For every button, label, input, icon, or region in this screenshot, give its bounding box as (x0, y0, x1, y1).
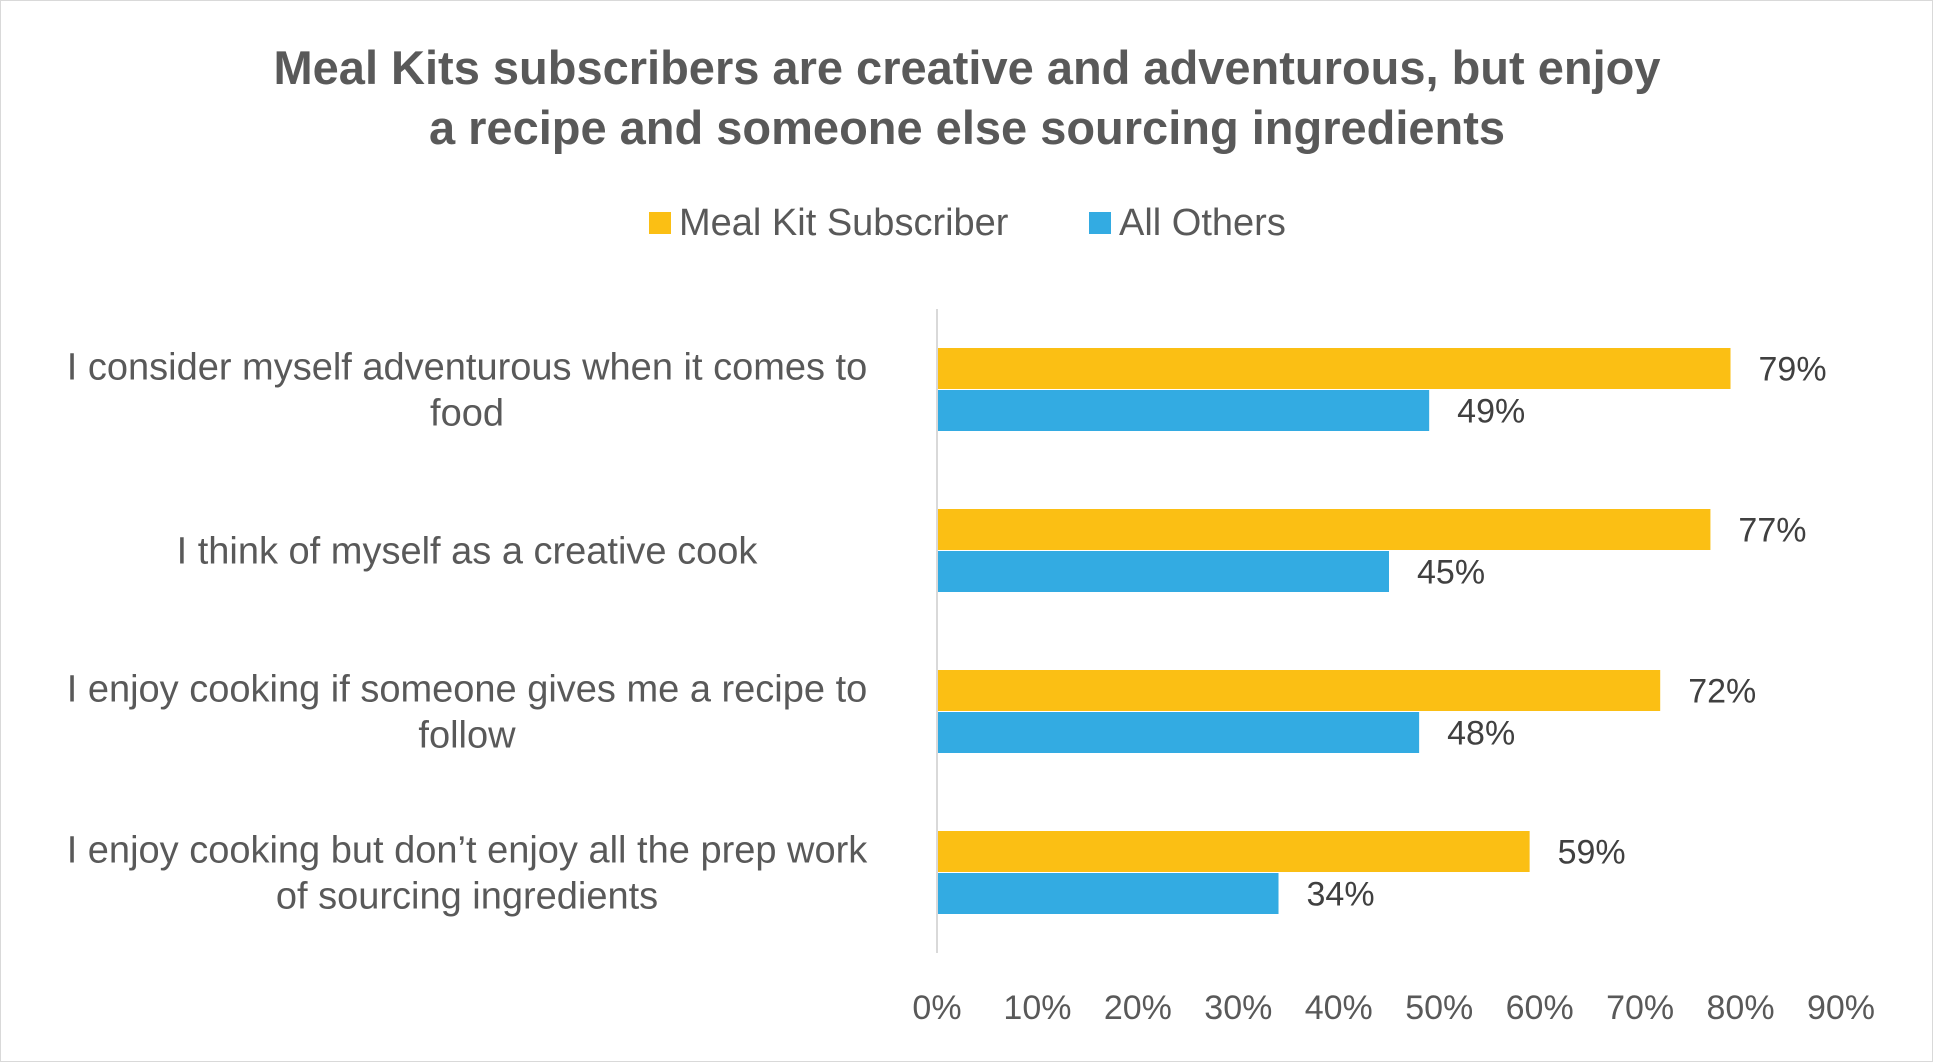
category-label-1-line-1: I consider myself adventurous when it co… (67, 347, 868, 389)
category-label-3-line-1: I enjoy cooking if someone gives me a re… (67, 669, 868, 711)
x-tick-label-0: 0% (912, 989, 961, 1027)
category-labels: I consider myself adventurous when it co… (67, 347, 869, 918)
data-label-others-2: 45% (1417, 554, 1485, 592)
x-tick-label-20: 20% (1104, 989, 1172, 1027)
bar-others-1 (937, 390, 1430, 431)
x-tick-label-50: 50% (1405, 989, 1473, 1027)
category-label-1-line-2: food (430, 393, 504, 435)
data-label-others-3: 48% (1447, 715, 1515, 753)
bar-others-2 (937, 551, 1389, 592)
chart-title: Meal Kits subscribers are creative and a… (274, 41, 1661, 154)
data-label-subscriber-3: 72% (1688, 673, 1756, 711)
chart-title-line-1: Meal Kits subscribers are creative and a… (274, 41, 1661, 94)
x-axis-tick-labels: 0% 10% 20% 30% 40% 50% 60% 70% 80% 90% (912, 989, 1875, 1027)
data-label-subscriber-4: 59% (1558, 834, 1626, 872)
bar-subscriber-4 (937, 831, 1530, 872)
x-tick-label-80: 80% (1707, 989, 1775, 1027)
x-tick-label-40: 40% (1305, 989, 1373, 1027)
chart-title-line-2: a recipe and someone else sourcing ingre… (429, 101, 1505, 154)
category-label-2-line-1: I think of myself as a creative cook (177, 531, 759, 573)
bar-others-3 (937, 712, 1420, 753)
legend-swatch-1 (649, 212, 671, 234)
data-label-others-1: 49% (1457, 393, 1525, 431)
bar-others-4 (937, 873, 1279, 914)
legend: Meal Kit Subscriber All Others (649, 202, 1286, 244)
legend-swatch-2 (1089, 212, 1111, 234)
category-label-4-line-2: of sourcing ingredients (276, 876, 658, 918)
bar-subscriber-1 (937, 348, 1731, 389)
legend-label-2: All Others (1119, 202, 1286, 244)
x-tick-label-90: 90% (1807, 989, 1875, 1027)
bar-subscriber-3 (937, 670, 1661, 711)
data-label-others-4: 34% (1307, 876, 1375, 914)
data-label-subscriber-2: 77% (1738, 512, 1806, 550)
x-tick-label-10: 10% (1003, 989, 1071, 1027)
bar-subscriber-2 (937, 509, 1711, 550)
data-label-subscriber-1: 79% (1759, 351, 1827, 389)
category-label-3-line-2: follow (418, 715, 516, 757)
data-labels: 79% 49% 77% 45% 72% 48% 59% 34% (1307, 351, 1827, 914)
legend-label-1: Meal Kit Subscriber (679, 202, 1009, 244)
x-tick-label-70: 70% (1606, 989, 1674, 1027)
category-label-4-line-1: I enjoy cooking but don’t enjoy all the … (67, 830, 869, 872)
bars (937, 348, 1731, 914)
x-tick-label-60: 60% (1506, 989, 1574, 1027)
x-tick-label-30: 30% (1204, 989, 1272, 1027)
